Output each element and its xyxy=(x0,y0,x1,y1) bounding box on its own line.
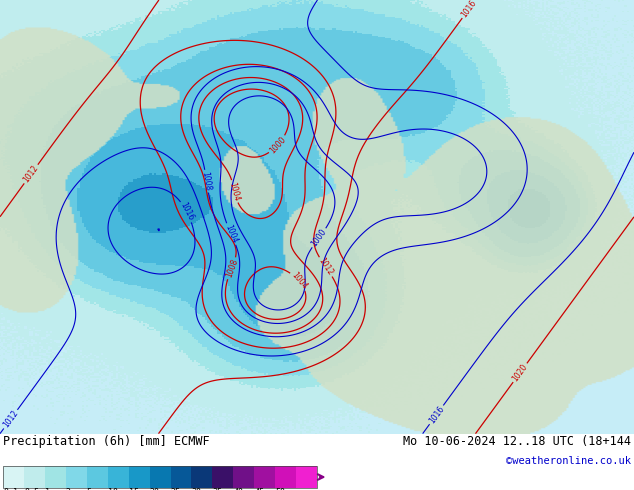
Bar xyxy=(275,466,296,488)
Text: 1016: 1016 xyxy=(427,404,446,425)
Text: Precipitation (6h) [mm] ECMWF: Precipitation (6h) [mm] ECMWF xyxy=(3,435,210,448)
Text: Mo 10-06-2024 12..18 UTC (18+144: Mo 10-06-2024 12..18 UTC (18+144 xyxy=(403,435,631,448)
Text: 2: 2 xyxy=(66,489,71,490)
Bar xyxy=(254,466,275,488)
Bar xyxy=(3,466,24,488)
Bar xyxy=(3,466,317,488)
Text: 1016: 1016 xyxy=(460,0,479,19)
Text: 25: 25 xyxy=(171,489,181,490)
Bar xyxy=(212,466,233,488)
Text: 30: 30 xyxy=(191,489,202,490)
Bar xyxy=(66,466,87,488)
Bar xyxy=(129,466,150,488)
Text: 1012: 1012 xyxy=(1,409,20,430)
Text: 45: 45 xyxy=(254,489,264,490)
Bar xyxy=(150,466,171,488)
Text: 20: 20 xyxy=(150,489,160,490)
Text: 5: 5 xyxy=(87,489,92,490)
Text: 1016: 1016 xyxy=(178,201,195,222)
Text: 0.1: 0.1 xyxy=(3,489,18,490)
Text: 0.5: 0.5 xyxy=(24,489,39,490)
Bar xyxy=(191,466,212,488)
Bar xyxy=(45,466,66,488)
Text: 1012: 1012 xyxy=(317,256,335,277)
Bar xyxy=(296,466,317,488)
Text: 1004: 1004 xyxy=(228,181,242,202)
Text: 40: 40 xyxy=(233,489,243,490)
Text: ©weatheronline.co.uk: ©weatheronline.co.uk xyxy=(506,456,631,466)
Text: 1004: 1004 xyxy=(223,223,239,245)
Text: 1000: 1000 xyxy=(268,135,288,155)
Bar xyxy=(24,466,45,488)
Bar xyxy=(108,466,129,488)
Text: 1008: 1008 xyxy=(224,258,239,279)
Bar xyxy=(171,466,191,488)
Text: 35: 35 xyxy=(212,489,223,490)
Text: 1004: 1004 xyxy=(289,270,309,291)
Text: 1: 1 xyxy=(45,489,50,490)
Text: 50: 50 xyxy=(275,489,285,490)
Text: 1000: 1000 xyxy=(310,227,328,248)
Bar xyxy=(233,466,254,488)
Bar xyxy=(87,466,108,488)
Text: 1012: 1012 xyxy=(22,164,41,184)
Text: 1020: 1020 xyxy=(511,362,529,383)
Text: 1008: 1008 xyxy=(200,171,212,192)
Text: 15: 15 xyxy=(129,489,139,490)
Text: 10: 10 xyxy=(108,489,118,490)
